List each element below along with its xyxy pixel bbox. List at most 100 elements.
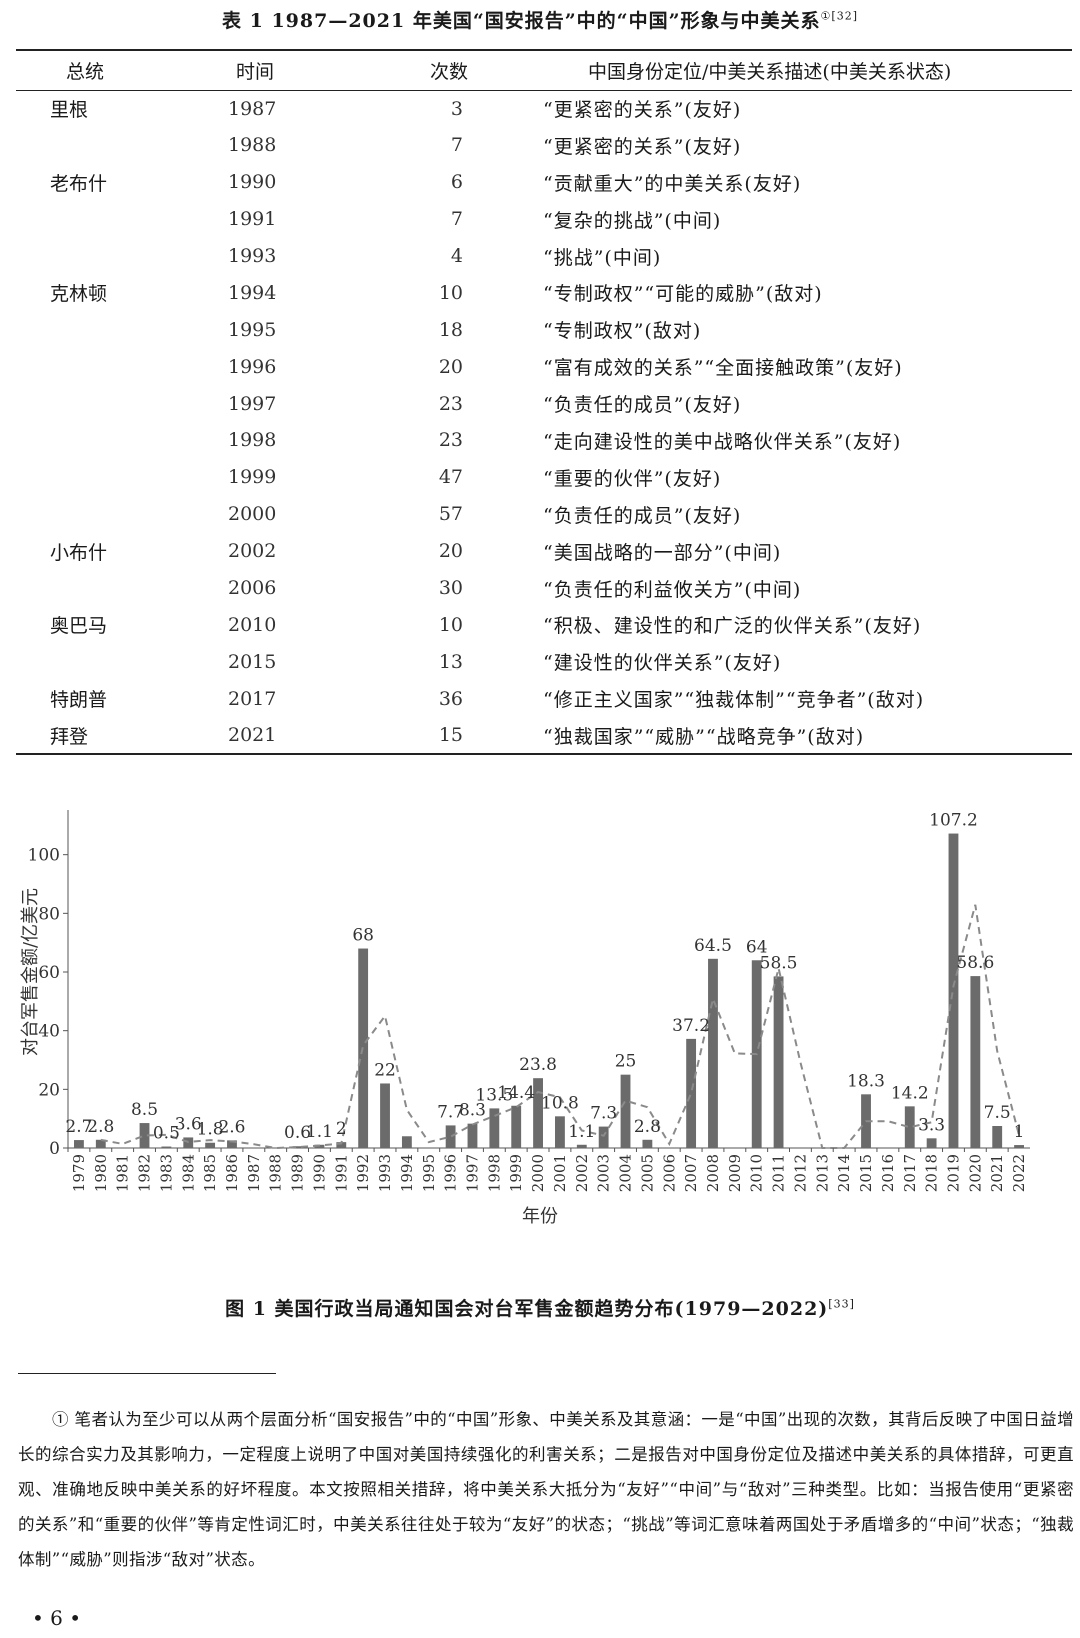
cell-description: “积极、建设性的和广泛的伙伴关系”(友好): [543, 615, 922, 638]
cell-year: 1993: [228, 245, 277, 267]
x-axis-title: 年份: [522, 1206, 558, 1227]
table-row: 1993 4 “挑战”(中间): [16, 238, 1072, 275]
bar-2007: [686, 1038, 697, 1148]
bar-1989: [292, 1146, 303, 1148]
data-label: 107.2: [929, 811, 978, 831]
x-tick-label: 2000: [529, 1154, 547, 1192]
cell-count: 4: [450, 245, 463, 267]
table-row: 里根 1987 3 “更紧密的关系”(友好): [16, 90, 1072, 127]
bar-2021: [992, 1126, 1003, 1148]
table-row: 2015 13 “建设性的伙伴关系”(友好): [16, 643, 1072, 680]
cell-president: 小布什: [50, 541, 108, 564]
bar-1991: [336, 1142, 347, 1148]
moving-average-trendline: [100, 904, 1021, 1150]
cell-president: 克林顿: [50, 283, 108, 306]
data-label: 1.8: [197, 1120, 224, 1140]
bar-1996: [445, 1125, 456, 1148]
cell-year: 1999: [228, 466, 277, 489]
table-row: 奥巴马 2010 10 “积极、建设性的和广泛的伙伴关系”(友好): [16, 606, 1072, 643]
cell-count: 20: [438, 355, 463, 378]
x-tick-label: 1999: [507, 1154, 525, 1192]
table-row: 1988 7 “更紧密的关系”(友好): [16, 127, 1072, 164]
bar-2017: [904, 1106, 915, 1148]
table-row: 小布什 2002 20 “美国战略的一部分”(中间): [16, 533, 1072, 570]
data-label: 7.5: [984, 1103, 1011, 1123]
cell-description: “独裁国家”“威胁”“战略竞争”(敌对): [508, 717, 1072, 756]
cell-year: 1996: [228, 355, 277, 378]
footnote-divider: [18, 1373, 276, 1374]
cell-count: 6: [450, 171, 463, 194]
cell-president: [16, 496, 190, 533]
x-tick-label: 1991: [332, 1154, 350, 1192]
data-label: 64: [746, 937, 768, 957]
cell-count: 23: [438, 392, 463, 415]
cell-year: 2000: [228, 503, 277, 526]
x-tick-label: 1995: [420, 1154, 438, 1192]
cell-year: 2006: [228, 577, 277, 600]
cell-year: 2015: [228, 650, 277, 673]
x-tick-label: 2020: [966, 1154, 984, 1192]
data-label: 0.6: [284, 1123, 311, 1143]
x-tick-label: 1992: [354, 1154, 372, 1192]
cell-president: [16, 201, 190, 238]
cell-count: 10: [438, 281, 463, 304]
cell-count: 23: [438, 429, 463, 452]
x-tick-label: 2018: [923, 1154, 941, 1192]
x-tick-label: 2022: [1010, 1154, 1028, 1192]
table-row: 1997 23 “负责任的成员”(友好): [16, 385, 1072, 422]
bar-2002: [576, 1144, 587, 1148]
data-label: 68: [352, 926, 374, 946]
chart-tick-labels: 1979 1980 1981 1982 1983 1984 1985 1986 1987 1988…: [67, 1148, 1028, 1192]
x-tick-label: 2021: [988, 1154, 1006, 1192]
cell-president: [16, 385, 190, 422]
cell-count: 15: [348, 717, 508, 756]
x-tick-label: 2007: [682, 1154, 700, 1192]
table-row: 1991 7 “复杂的挑战”(中间): [16, 201, 1072, 238]
data-label: 14.4: [497, 1083, 535, 1103]
bar-1979: [74, 1140, 84, 1148]
cell-description: “专制政权”“可能的威胁”(敌对): [543, 283, 823, 306]
bar-1982: [139, 1123, 150, 1148]
cell-president: 特朗普: [50, 689, 108, 712]
cell-count: 20: [438, 540, 463, 563]
cell-year: 2021: [190, 717, 348, 756]
x-tick-label: 2012: [791, 1154, 809, 1192]
bar-2001: [555, 1116, 565, 1148]
cell-description: “富有成效的关系”“全面接触政策”(友好): [543, 357, 903, 380]
chart-trendline: [100, 904, 1021, 1150]
cell-count: 36: [438, 687, 463, 710]
x-tick-label: 1996: [442, 1154, 460, 1192]
bar-2008: [708, 958, 718, 1148]
table-row: 1999 47 “重要的伙伴”(友好): [16, 459, 1072, 496]
cell-count: 30: [438, 577, 463, 600]
cell-year: 1997: [228, 392, 277, 415]
bar-1994: [401, 1136, 412, 1148]
data-label: 64.5: [694, 936, 732, 956]
data-label: 14.2: [891, 1083, 929, 1103]
cell-president: 拜登: [16, 717, 190, 756]
data-label: 58.5: [760, 953, 798, 973]
data-label: 1: [1014, 1122, 1025, 1142]
data-label: 10.8: [541, 1093, 579, 1113]
cell-description: “重要的伙伴”(友好): [543, 467, 722, 490]
table-body: 里根 1987 3 “更紧密的关系”(友好) 1988 7 “更紧密的关系”(友好) 老布什 1…: [16, 90, 1072, 756]
cell-year: 2017: [228, 687, 277, 710]
cell-description: “更紧密的关系”(友好): [543, 99, 742, 122]
page-number: • 6 •: [32, 1606, 82, 1630]
cell-president: [16, 348, 190, 385]
data-label: 2.6: [218, 1117, 245, 1137]
cell-year: 2010: [228, 613, 277, 636]
x-tick-label: 2002: [573, 1154, 591, 1192]
x-tick-label: 1993: [376, 1154, 394, 1192]
x-tick-label: 1984: [179, 1154, 197, 1192]
cell-year: 1987: [228, 97, 277, 120]
bar-2005: [642, 1139, 653, 1148]
cell-president: 里根: [50, 99, 89, 122]
bar-1986: [227, 1140, 237, 1148]
data-label: 0.5: [153, 1124, 180, 1144]
data-label: 58.6: [956, 953, 994, 973]
data-label: 37.2: [672, 1016, 710, 1036]
bar-2003: [598, 1126, 609, 1148]
chart-data-labels: 2.72.88.50.53.61.82.6 0.61.1 268227.78.313…: [65, 811, 1024, 1144]
x-tick-label: 1989: [289, 1154, 307, 1192]
